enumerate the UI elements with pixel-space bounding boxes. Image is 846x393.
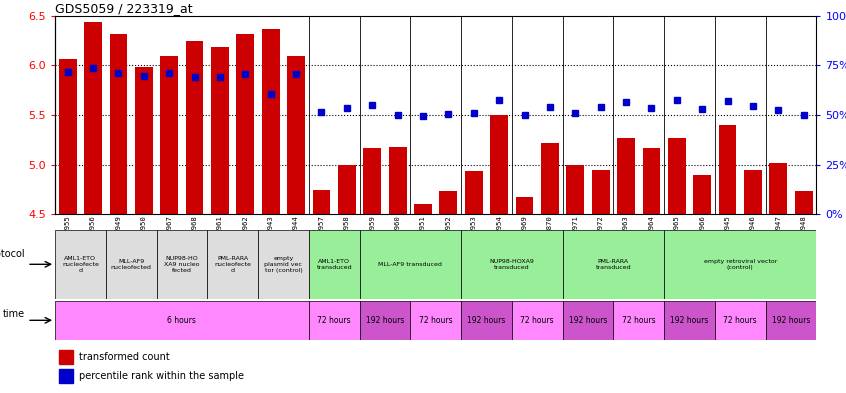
Bar xyxy=(693,176,711,214)
Bar xyxy=(795,191,812,214)
Bar xyxy=(389,147,406,214)
Bar xyxy=(440,191,457,214)
Bar xyxy=(515,197,533,214)
Bar xyxy=(461,230,563,299)
Bar xyxy=(55,230,106,299)
Bar xyxy=(715,301,766,340)
Bar xyxy=(212,48,228,214)
Text: empty
plasmid vec
tor (control): empty plasmid vec tor (control) xyxy=(265,256,302,273)
Bar xyxy=(465,171,482,214)
Text: 72 hours: 72 hours xyxy=(622,316,656,325)
Text: 6 hours: 6 hours xyxy=(168,316,196,325)
Text: 192 hours: 192 hours xyxy=(467,316,506,325)
Bar xyxy=(668,138,685,214)
Bar xyxy=(512,301,563,340)
Text: AML1-ETO
nucleofecte
d: AML1-ETO nucleofecte d xyxy=(62,256,99,273)
Bar xyxy=(262,29,279,214)
Bar xyxy=(110,33,127,214)
Bar xyxy=(309,301,360,340)
Text: AML1-ETO
transduced: AML1-ETO transduced xyxy=(316,259,352,270)
Bar xyxy=(135,67,152,214)
Text: NUP98-HOXA9
transduced: NUP98-HOXA9 transduced xyxy=(489,259,535,270)
Text: empty retroviral vector
(control): empty retroviral vector (control) xyxy=(704,259,777,270)
Bar xyxy=(106,230,157,299)
Bar xyxy=(591,169,609,214)
Bar xyxy=(258,230,309,299)
Text: MLL-AF9
nucleofected: MLL-AF9 nucleofected xyxy=(111,259,151,270)
Bar xyxy=(58,369,73,383)
Text: protocol: protocol xyxy=(0,249,25,259)
Text: PML-RARA
transduced: PML-RARA transduced xyxy=(596,259,631,270)
Text: 72 hours: 72 hours xyxy=(723,316,757,325)
Text: 72 hours: 72 hours xyxy=(419,316,453,325)
Bar xyxy=(461,301,512,340)
Bar xyxy=(541,143,558,214)
Bar xyxy=(618,138,634,214)
Bar xyxy=(58,350,73,364)
Bar xyxy=(360,301,410,340)
Bar xyxy=(84,22,102,214)
Bar xyxy=(55,301,309,340)
Bar xyxy=(563,230,664,299)
Bar xyxy=(237,33,255,214)
Bar xyxy=(410,301,461,340)
Text: PML-RARA
nucleofecte
d: PML-RARA nucleofecte d xyxy=(214,256,251,273)
Bar xyxy=(313,190,330,214)
Text: GDS5059 / 223319_at: GDS5059 / 223319_at xyxy=(55,2,193,15)
Bar xyxy=(642,148,660,214)
Bar xyxy=(490,115,508,214)
Text: 192 hours: 192 hours xyxy=(569,316,607,325)
Text: NUP98-HO
XA9 nucleo
fected: NUP98-HO XA9 nucleo fected xyxy=(164,256,200,273)
Bar xyxy=(58,59,76,214)
Text: 192 hours: 192 hours xyxy=(365,316,404,325)
Text: 72 hours: 72 hours xyxy=(317,316,351,325)
Bar xyxy=(288,57,305,214)
Text: time: time xyxy=(3,309,25,320)
Text: transformed count: transformed count xyxy=(80,352,170,362)
Bar xyxy=(338,165,355,214)
Bar xyxy=(770,163,787,214)
Text: 192 hours: 192 hours xyxy=(772,316,810,325)
Text: MLL-AF9 transduced: MLL-AF9 transduced xyxy=(378,262,442,267)
Text: 192 hours: 192 hours xyxy=(670,316,709,325)
Bar xyxy=(719,125,736,214)
Bar xyxy=(415,204,431,214)
Bar xyxy=(364,148,381,214)
Bar xyxy=(360,230,461,299)
Bar xyxy=(563,301,613,340)
Bar xyxy=(744,169,762,214)
Text: 72 hours: 72 hours xyxy=(520,316,554,325)
Bar xyxy=(207,230,258,299)
Bar xyxy=(664,301,715,340)
Bar xyxy=(160,57,178,214)
Bar xyxy=(766,301,816,340)
Bar xyxy=(186,40,204,214)
Bar xyxy=(309,230,360,299)
Text: percentile rank within the sample: percentile rank within the sample xyxy=(80,371,244,382)
Bar xyxy=(567,165,584,214)
Bar xyxy=(613,301,664,340)
Bar xyxy=(664,230,816,299)
Bar xyxy=(157,230,207,299)
